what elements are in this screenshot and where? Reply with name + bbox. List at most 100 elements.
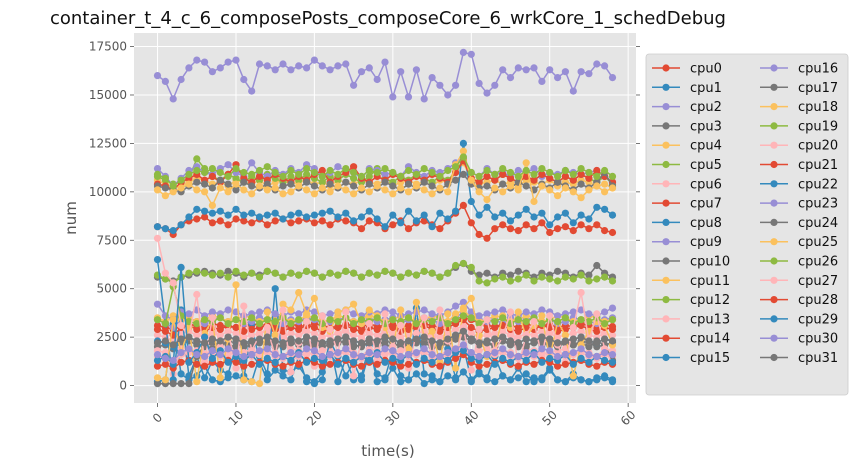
data-point [310, 323, 318, 332]
data-point [161, 376, 169, 384]
data-point [514, 267, 522, 275]
data-point [452, 316, 460, 324]
data-point [522, 349, 530, 357]
data-point [601, 273, 609, 281]
data-point [389, 190, 397, 198]
data-point [271, 285, 279, 293]
data-point [193, 155, 201, 163]
data-point [153, 374, 162, 382]
data-point [546, 364, 554, 372]
data-point [153, 165, 162, 173]
data-point [569, 227, 577, 235]
data-point [608, 211, 617, 219]
data-point [208, 184, 216, 192]
legend-swatch-marker [770, 103, 778, 111]
data-point [255, 347, 264, 355]
legend-swatch-marker [770, 276, 778, 284]
data-point [428, 74, 436, 82]
data-point [561, 378, 570, 386]
data-point [295, 209, 303, 217]
data-point [334, 308, 342, 316]
data-point [428, 351, 436, 359]
data-point [389, 269, 397, 277]
data-point [279, 339, 287, 347]
legend-item-cpu18: cpu18 [760, 100, 838, 115]
data-point [420, 211, 428, 219]
data-point [208, 376, 216, 384]
legend-label: cpu13 [690, 312, 730, 327]
data-point [208, 271, 216, 279]
data-point [530, 318, 538, 326]
data-point [428, 327, 436, 335]
data-point [428, 168, 436, 177]
data-point [303, 178, 311, 186]
data-point [224, 306, 232, 314]
data-point [522, 335, 530, 343]
data-point [342, 186, 350, 194]
data-point [373, 75, 381, 84]
data-point [185, 213, 193, 221]
data-point [310, 211, 318, 219]
data-point [412, 360, 420, 368]
legend-swatch-marker [770, 257, 778, 265]
legend-swatch-marker [662, 141, 670, 149]
data-point [279, 273, 287, 281]
data-point [365, 217, 373, 225]
data-point [177, 75, 185, 84]
series-cpu16 [153, 48, 617, 103]
data-point [491, 378, 499, 386]
data-point [444, 356, 452, 364]
data-point [271, 217, 279, 225]
data-point [153, 339, 162, 347]
legend-swatch-marker [662, 103, 670, 111]
data-point [522, 318, 530, 326]
data-point [467, 50, 475, 58]
data-point [303, 345, 311, 353]
data-point [585, 277, 593, 285]
data-point [412, 370, 420, 378]
data-point [232, 372, 240, 380]
data-point [499, 354, 507, 362]
data-point [201, 339, 209, 347]
legend-swatch-marker [662, 122, 670, 130]
data-point [303, 333, 311, 341]
data-point [216, 217, 224, 225]
y-tick-label: 15000 [89, 88, 127, 102]
data-point [232, 335, 240, 343]
data-point [161, 320, 169, 328]
data-point [522, 166, 530, 175]
data-point [161, 337, 169, 345]
data-point [491, 275, 499, 283]
series-cpu19 [153, 153, 617, 190]
data-point [373, 168, 381, 177]
data-point [546, 312, 554, 320]
data-point [169, 341, 177, 349]
data-point [310, 182, 318, 190]
data-point [357, 339, 366, 347]
data-point [608, 331, 617, 339]
data-point [295, 62, 303, 70]
data-point [506, 331, 515, 339]
data-point [263, 354, 271, 362]
data-point [232, 215, 240, 223]
data-point [334, 170, 342, 178]
data-point [279, 60, 287, 68]
data-point [412, 217, 420, 225]
data-point [232, 329, 240, 337]
data-point [397, 321, 405, 330]
data-point [483, 203, 491, 211]
data-point [216, 184, 224, 192]
data-point [303, 213, 311, 221]
data-point [389, 364, 397, 372]
data-point [561, 209, 570, 217]
data-point [577, 165, 585, 173]
data-point [216, 168, 224, 177]
data-point [538, 312, 546, 320]
data-point [475, 79, 483, 87]
legend-swatch-marker [662, 315, 670, 323]
data-point [201, 188, 209, 196]
data-point [506, 217, 515, 225]
data-point [569, 372, 577, 380]
data-point [216, 64, 224, 72]
legend-item-cpu28: cpu28 [760, 293, 838, 308]
